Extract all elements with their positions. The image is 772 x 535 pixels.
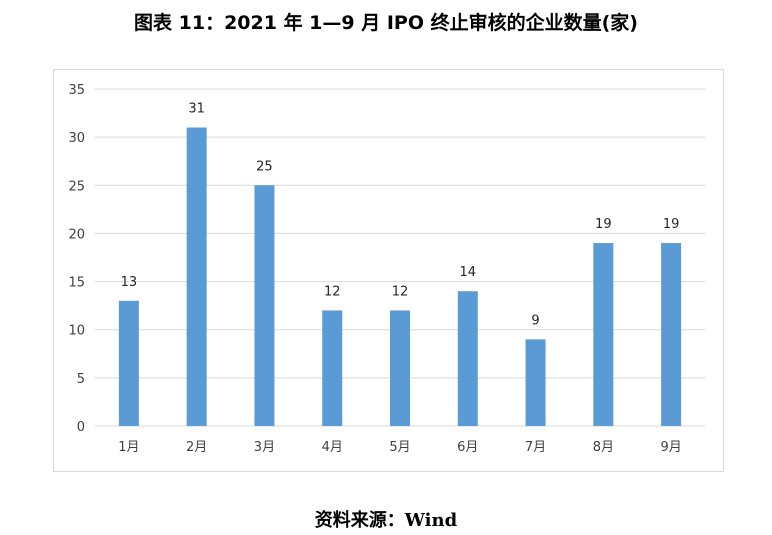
y-tick-label: 30 xyxy=(68,131,85,146)
y-tick-label: 5 xyxy=(77,372,85,387)
bar xyxy=(457,291,478,426)
bar xyxy=(186,127,207,426)
data-label: 12 xyxy=(324,284,341,299)
data-label: 19 xyxy=(663,217,680,232)
x-tick-label: 2月 xyxy=(186,440,207,455)
source-note: 资料来源：Wind xyxy=(314,510,458,531)
y-axis-ticks: 0 5 10 15 20 25 30 35 xyxy=(68,83,85,435)
x-tick-label: 3月 xyxy=(254,440,275,455)
x-tick-label: 8月 xyxy=(593,440,614,455)
data-label: 9 xyxy=(531,313,539,328)
x-tick-label: 5月 xyxy=(389,440,410,455)
bars xyxy=(118,127,682,426)
data-labels: 13 31 25 12 12 14 9 19 19 xyxy=(121,102,680,329)
bar xyxy=(593,243,614,426)
data-label: 19 xyxy=(595,217,612,232)
y-tick-label: 15 xyxy=(68,276,85,291)
data-label: 25 xyxy=(256,159,273,174)
data-label: 13 xyxy=(121,275,138,290)
data-label: 14 xyxy=(460,265,477,280)
bar xyxy=(661,243,682,426)
bar xyxy=(322,310,343,426)
x-tick-label: 6月 xyxy=(457,440,478,455)
bar xyxy=(390,310,410,426)
y-tick-label: 20 xyxy=(68,227,85,242)
x-tick-label: 7月 xyxy=(525,440,546,455)
x-tick-label: 4月 xyxy=(322,440,343,455)
y-tick-label: 25 xyxy=(68,179,85,194)
y-tick-label: 35 xyxy=(68,83,85,98)
y-tick-label: 0 xyxy=(77,420,85,435)
bar xyxy=(254,185,275,426)
chart-title: 图表 11：2021 年 1—9 月 IPO 终止审核的企业数量(家) xyxy=(134,12,638,34)
data-label: 31 xyxy=(188,102,205,117)
y-tick-label: 10 xyxy=(68,324,85,339)
x-tick-label: 1月 xyxy=(118,440,139,455)
x-axis-ticks: 1月 2月 3月 4月 5月 6月 7月 8月 9月 xyxy=(118,440,682,455)
bar xyxy=(525,339,546,426)
x-tick-label: 9月 xyxy=(660,440,681,455)
bar xyxy=(118,300,139,426)
data-label: 12 xyxy=(392,284,409,299)
